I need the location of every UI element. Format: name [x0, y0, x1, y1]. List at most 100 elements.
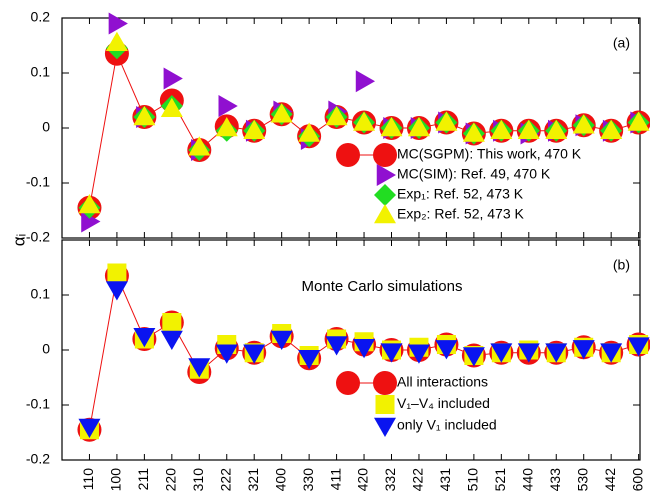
legend-label: MC(SGPM): This work, 470 K: [397, 146, 582, 162]
marker-triangle-up: [105, 31, 128, 51]
marker-triangle-down: [353, 339, 376, 359]
x-tick-label: 211: [135, 468, 151, 491]
marker-triangle-down: [517, 343, 540, 363]
x-tick-label: 100: [108, 468, 124, 492]
marker-triangle-down: [160, 330, 183, 350]
marker-triangle-up: [490, 119, 513, 139]
marker-triangle-up: [270, 103, 293, 123]
marker-triangle-up: [215, 117, 238, 137]
panel-label: (b): [613, 257, 630, 273]
marker-triangle-up: [380, 117, 403, 137]
marker-triangle-up: [462, 122, 485, 142]
marker-triangle-up: [407, 117, 430, 137]
x-tick-label: 510: [465, 468, 481, 492]
marker-triangle-up: [325, 106, 348, 126]
marker-triangle-up: [627, 111, 650, 131]
marker-triangle-up: [353, 111, 376, 131]
legend-label: Exp₂: Ref. 52, 473 K: [397, 206, 525, 222]
marker-triangle-up: [517, 119, 540, 139]
x-tick-label: 600: [629, 468, 645, 492]
marker-triangle-right: [355, 70, 376, 93]
legend-label: All interactions: [397, 374, 488, 390]
legend-marker: [376, 164, 396, 186]
marker-triangle-right: [81, 210, 101, 233]
marker-triangle-down: [600, 343, 623, 363]
x-tick-label: 222: [217, 468, 233, 492]
panel-label: (a): [613, 35, 630, 51]
legend-marker: [374, 417, 396, 437]
x-tick-label: 220: [163, 468, 179, 492]
marker-triangle-down: [627, 337, 650, 357]
legend-label: V₁–V₄ included: [397, 395, 490, 411]
x-tick-label: 521: [492, 468, 508, 492]
legend-marker: [373, 143, 397, 167]
x-tick-label: 422: [410, 468, 426, 492]
marker-triangle-down: [188, 358, 211, 378]
x-tick-label: 330: [300, 468, 316, 492]
marker-triangle-down: [380, 343, 403, 363]
legend-marker: [373, 371, 397, 395]
x-tick-label: 433: [547, 468, 563, 492]
marker-triangle-up: [545, 119, 568, 139]
y-axis-label: αᵢ: [9, 234, 28, 247]
x-tick-label: 400: [272, 468, 288, 492]
marker-triangle-down: [572, 340, 595, 360]
y-tick-label: -0.2: [26, 229, 50, 245]
x-tick-label: 440: [519, 468, 535, 492]
marker-triangle-down: [435, 340, 458, 360]
y-tick-label: -0.1: [26, 174, 50, 190]
marker-square: [162, 313, 182, 332]
marker-triangle-down: [325, 336, 348, 356]
marker-triangle-down: [133, 328, 156, 348]
marker-triangle-down: [407, 344, 430, 364]
legend-label: Exp₁: Ref. 52, 473 K: [397, 186, 524, 202]
x-tick-label: 411: [327, 468, 343, 491]
legend-marker: [374, 204, 396, 224]
marker-triangle-down: [243, 344, 266, 364]
legend-marker: [336, 143, 360, 167]
marker-triangle-down: [78, 418, 101, 438]
marker-triangle-up: [435, 111, 458, 131]
y-tick-label: 0: [42, 341, 50, 357]
marker-triangle-down: [270, 330, 293, 350]
legend-marker: [336, 371, 360, 395]
x-tick-label: 321: [245, 468, 261, 492]
y-tick-label: 0.1: [31, 64, 51, 80]
legend-label: MC(SIM): Ref. 49, 470 K: [397, 166, 551, 182]
marker-triangle-up: [188, 136, 211, 156]
legend-marker: [375, 395, 395, 414]
y-tick-label: 0.2: [31, 9, 51, 25]
x-tick-label: 420: [355, 468, 371, 492]
x-tick-label: 332: [382, 468, 398, 492]
annotation: Monte Carlo simulations: [302, 278, 463, 295]
marker-triangle-down: [105, 281, 128, 301]
y-tick-label: 0.1: [31, 286, 51, 302]
marker-triangle-up: [243, 119, 266, 139]
legend-label: only V₁ included: [397, 417, 497, 433]
x-tick-label: 310: [190, 468, 206, 492]
marker-triangle-up: [600, 119, 623, 139]
marker-triangle-up: [78, 194, 101, 214]
x-tick-label: 442: [602, 468, 618, 492]
y-tick-label: 0: [42, 119, 50, 135]
x-tick-label: 431: [437, 468, 453, 492]
marker-triangle-down: [490, 343, 513, 363]
marker-triangle-up: [572, 114, 595, 134]
y-tick-label: -0.1: [26, 396, 50, 412]
marker-triangle-right: [108, 12, 128, 35]
legend-marker: [374, 184, 396, 206]
marker-triangle-right: [218, 95, 238, 117]
marker-triangle-down: [545, 343, 568, 363]
x-tick-label: 530: [574, 468, 590, 492]
marker-triangle-up: [133, 106, 156, 126]
x-tick-label: 110: [80, 468, 96, 491]
marker-triangle-right: [163, 67, 183, 90]
marker-square: [107, 263, 127, 283]
marker-triangle-down: [298, 350, 321, 370]
marker-triangle-down: [462, 347, 485, 367]
marker-triangle-up: [160, 97, 183, 117]
marker-triangle-up: [298, 122, 321, 142]
marker-triangle-down: [215, 344, 238, 364]
y-tick-label: -0.2: [26, 451, 50, 467]
